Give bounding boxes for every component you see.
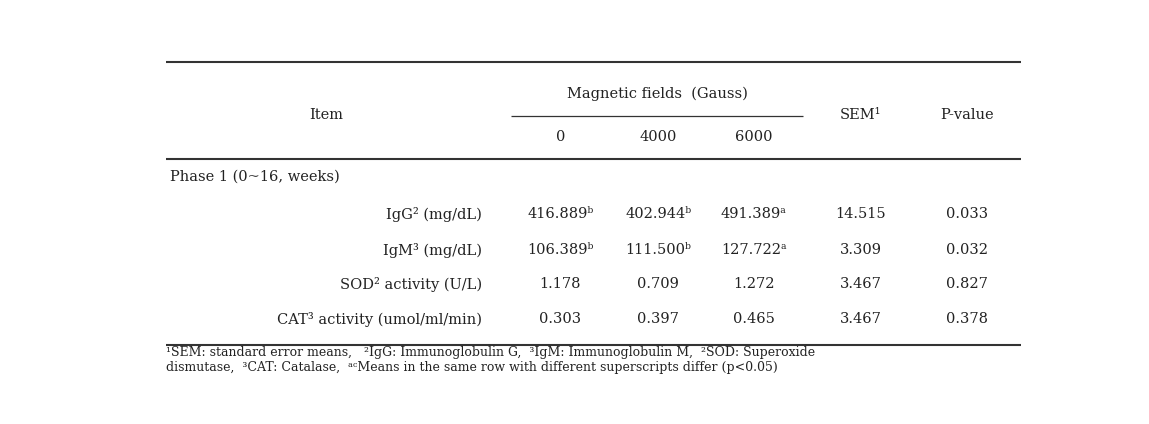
- Text: Item: Item: [309, 109, 344, 123]
- Text: 0.709: 0.709: [638, 277, 679, 291]
- Text: dismutase,  ³CAT: Catalase,  ᵃᶜMeans in the same row with different superscripts: dismutase, ³CAT: Catalase, ᵃᶜMeans in th…: [165, 361, 778, 374]
- Text: ¹SEM: standard error means,   ²IgG: Immunoglobulin G,  ³IgM: Immunoglobulin M,  : ¹SEM: standard error means, ²IgG: Immuno…: [165, 346, 815, 360]
- Text: 0.465: 0.465: [733, 312, 774, 326]
- Text: 3.467: 3.467: [840, 312, 881, 326]
- Text: 0.303: 0.303: [539, 312, 581, 326]
- Text: 491.389ᵃ: 491.389ᵃ: [720, 207, 787, 221]
- Text: 14.515: 14.515: [835, 207, 886, 221]
- Text: SOD² activity (U/L): SOD² activity (U/L): [340, 277, 483, 292]
- Text: 1.272: 1.272: [733, 277, 774, 291]
- Text: 0.397: 0.397: [638, 312, 679, 326]
- Text: P-value: P-value: [941, 109, 994, 123]
- Text: 0.378: 0.378: [947, 312, 988, 326]
- Text: 0.827: 0.827: [947, 277, 988, 291]
- Text: 111.500ᵇ: 111.500ᵇ: [625, 243, 692, 257]
- Text: Phase 1 (0~16, weeks): Phase 1 (0~16, weeks): [170, 170, 340, 184]
- Text: Magnetic fields  (Gauss): Magnetic fields (Gauss): [566, 86, 747, 100]
- Text: 4000: 4000: [640, 131, 677, 145]
- Text: 3.467: 3.467: [840, 277, 881, 291]
- Text: 106.389ᵇ: 106.389ᵇ: [527, 243, 594, 257]
- Text: CAT³ activity (umol/ml/min): CAT³ activity (umol/ml/min): [277, 312, 483, 327]
- Text: 0.033: 0.033: [947, 207, 988, 221]
- Text: 416.889ᵇ: 416.889ᵇ: [527, 207, 594, 221]
- Text: 0: 0: [556, 131, 565, 145]
- Text: IgM³ (mg/dL): IgM³ (mg/dL): [383, 243, 483, 257]
- Text: 402.944ᵇ: 402.944ᵇ: [625, 207, 692, 221]
- Text: 0.032: 0.032: [947, 243, 988, 257]
- Text: SEM¹: SEM¹: [840, 109, 881, 123]
- Text: 127.722ᵃ: 127.722ᵃ: [720, 243, 786, 257]
- Text: 1.178: 1.178: [540, 277, 581, 291]
- Text: 3.309: 3.309: [840, 243, 881, 257]
- Text: IgG² (mg/dL): IgG² (mg/dL): [386, 206, 483, 222]
- Text: 6000: 6000: [735, 131, 772, 145]
